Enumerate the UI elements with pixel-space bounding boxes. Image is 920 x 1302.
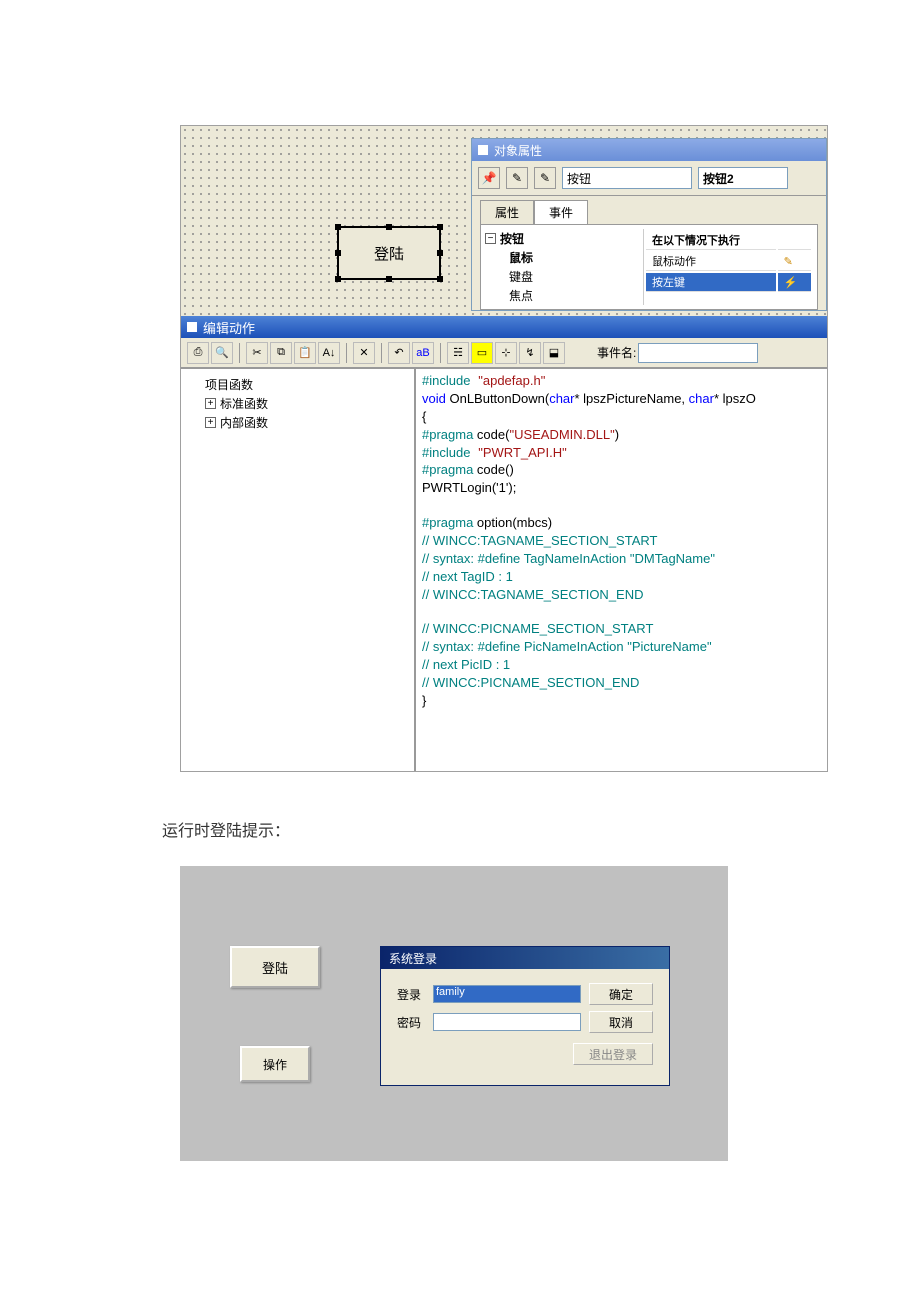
tool3-icon[interactable]: ⬓: [543, 342, 565, 364]
copy-icon[interactable]: ⧉: [270, 342, 292, 364]
designer-window: 登陆 对象属性 📌 ✎ ✎ 按钮 按钮2 属性 事件 −按钮 鼠标 键盘 焦点: [180, 125, 828, 772]
print-icon[interactable]: ⎙: [187, 342, 209, 364]
user-input[interactable]: family: [433, 985, 581, 1003]
tool1-icon[interactable]: ⊹: [495, 342, 517, 364]
ftree-internal[interactable]: 内部函数: [220, 414, 268, 431]
pwd-input[interactable]: [433, 1013, 581, 1031]
event-tree: −按钮 鼠标 键盘 焦点: [485, 229, 625, 305]
tree-root[interactable]: 按钮: [500, 230, 524, 247]
login-dialog: 系统登录 登录 family 确定 密码 取消 退出登录: [380, 946, 670, 1086]
tool2-icon[interactable]: ↯: [519, 342, 541, 364]
event-name-field[interactable]: [638, 343, 758, 363]
object-type-dropdown[interactable]: 按钮: [562, 167, 692, 189]
user-label: 登录: [397, 986, 425, 1003]
dialog-title: 系统登录: [381, 947, 669, 969]
login-button[interactable]: 登陆: [230, 946, 320, 988]
editor-toolbar: ⎙ 🔍 ✂ ⧉ 📋 A↓ ✕ ↶ aB ☵ ▭ ⊹ ↯ ⬓ 事件名:: [181, 338, 827, 368]
object-name-dropdown[interactable]: 按钮2: [698, 167, 788, 189]
tab-properties[interactable]: 属性: [480, 200, 534, 224]
logout-button[interactable]: 退出登录: [573, 1043, 653, 1065]
pin-icon[interactable]: 📌: [478, 167, 500, 189]
compile-icon[interactable]: ☵: [447, 342, 469, 364]
panel-icon: [478, 145, 488, 155]
ok-button[interactable]: 确定: [589, 983, 653, 1005]
panel-toolbar: 📌 ✎ ✎ 按钮 按钮2: [472, 161, 826, 196]
preview-icon[interactable]: 🔍: [211, 342, 233, 364]
panel-title: 对象属性: [494, 142, 542, 159]
design-button-login[interactable]: 登陆: [337, 226, 441, 280]
tree-item-keyboard[interactable]: 键盘: [509, 268, 533, 285]
sort-icon[interactable]: A↓: [318, 342, 340, 364]
caption-text: 运行时登陆提示：: [162, 817, 920, 841]
wand2-icon[interactable]: ✎: [534, 167, 556, 189]
ftree-project[interactable]: 项目函数: [205, 376, 253, 393]
tab-events[interactable]: 事件: [534, 200, 588, 224]
folder-icon[interactable]: ▭: [471, 342, 493, 364]
runtime-window: 登陆 操作 系统登录 登录 family 确定 密码 取消 退出登录: [180, 866, 728, 1161]
edit-title: 编辑动作: [203, 318, 255, 337]
object-properties-panel: 对象属性 📌 ✎ ✎ 按钮 按钮2 属性 事件 −按钮 鼠标 键盘 焦点 在以下…: [471, 138, 827, 311]
expand-icon[interactable]: +: [205, 417, 216, 428]
edit-icon: [187, 322, 197, 332]
editor-body: 项目函数 + 标准函数 + 内部函数 #include "apdefap.h" vo…: [181, 368, 827, 771]
events-pane: −按钮 鼠标 键盘 焦点 在以下情况下执行 鼠标动作✎ 按左键⚡: [480, 224, 818, 310]
ftree-standard[interactable]: 标准函数: [220, 395, 268, 412]
cut-icon[interactable]: ✂: [246, 342, 268, 364]
paste-icon[interactable]: 📋: [294, 342, 316, 364]
design-button-label: 登陆: [374, 243, 404, 264]
event-list: 在以下情况下执行 鼠标动作✎ 按左键⚡: [643, 229, 813, 305]
panel-tabs: 属性 事件: [472, 200, 826, 224]
cancel-button[interactable]: 取消: [589, 1011, 653, 1033]
undo-icon[interactable]: ↶: [388, 342, 410, 364]
operate-button[interactable]: 操作: [240, 1046, 310, 1082]
function-tree: 项目函数 + 标准函数 + 内部函数: [181, 369, 416, 771]
event-header: 在以下情况下执行: [646, 231, 776, 250]
tree-collapse-icon[interactable]: −: [485, 233, 496, 244]
delete-icon[interactable]: ✕: [353, 342, 375, 364]
tree-item-focus[interactable]: 焦点: [509, 287, 533, 304]
syntax-icon[interactable]: aB: [412, 342, 434, 364]
expand-icon[interactable]: +: [205, 398, 216, 409]
code-editor[interactable]: #include "apdefap.h" void OnLButtonDown(…: [416, 369, 827, 771]
panel-titlebar: 对象属性: [472, 139, 826, 161]
edit-action-titlebar: 编辑动作: [181, 316, 827, 338]
event-row-leftclick[interactable]: 按左键: [646, 273, 776, 292]
pwd-label: 密码: [397, 1014, 425, 1031]
event-row-action[interactable]: 鼠标动作: [646, 252, 776, 271]
event-name-label: 事件名:: [597, 344, 636, 361]
wand-icon[interactable]: ✎: [506, 167, 528, 189]
tree-item-mouse[interactable]: 鼠标: [509, 249, 533, 266]
